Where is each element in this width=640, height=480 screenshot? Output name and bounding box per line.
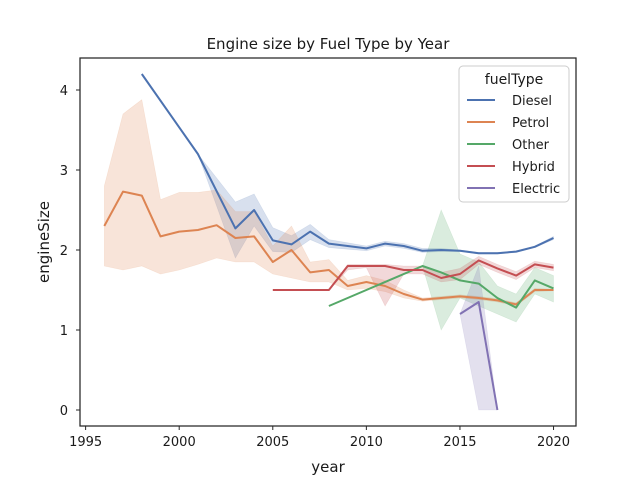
series-line-diesel <box>140 73 554 255</box>
series-line-other <box>328 265 554 309</box>
x-tick-label: 2010 <box>350 435 383 450</box>
legend-title: fuelType <box>485 72 543 88</box>
legend-label-other: Other <box>512 138 550 153</box>
series-line-petrol <box>103 190 554 306</box>
series-line-electric <box>459 301 499 411</box>
legend-label-electric: Electric <box>512 182 560 197</box>
plot-frame <box>79 57 577 427</box>
y-axis-label: engineSize <box>35 201 53 283</box>
x-axis-label: year <box>311 458 345 476</box>
x-tick-label: 1995 <box>69 435 102 450</box>
legend-label-diesel: Diesel <box>512 94 552 109</box>
x-tick-label: 2020 <box>537 435 570 450</box>
y-tick-label: 2 <box>60 244 68 259</box>
y-tick-label: 4 <box>60 84 68 99</box>
x-tick-label: 2000 <box>163 435 196 450</box>
series-lines <box>103 73 554 411</box>
y-tick-label: 1 <box>60 324 68 339</box>
x-tick-label: 2015 <box>443 435 476 450</box>
y-tick-label: 3 <box>60 164 68 179</box>
x-axis: 1995 2000 2005 2010 2015 2020 <box>69 426 570 450</box>
y-axis: 0 1 2 3 4 <box>60 84 80 419</box>
legend: fuelType Diesel Petrol Other Hybrid Electric <box>458 65 570 203</box>
legend-items: Diesel Petrol Other Hybrid Electric <box>467 94 560 197</box>
chart-title: Engine size by Fuel Type by Year <box>207 35 451 53</box>
series-line-hybrid <box>272 259 554 291</box>
legend-label-hybrid: Hybrid <box>512 160 555 175</box>
legend-label-petrol: Petrol <box>512 116 549 131</box>
y-tick-label: 0 <box>60 404 68 419</box>
x-tick-label: 2005 <box>256 435 289 450</box>
